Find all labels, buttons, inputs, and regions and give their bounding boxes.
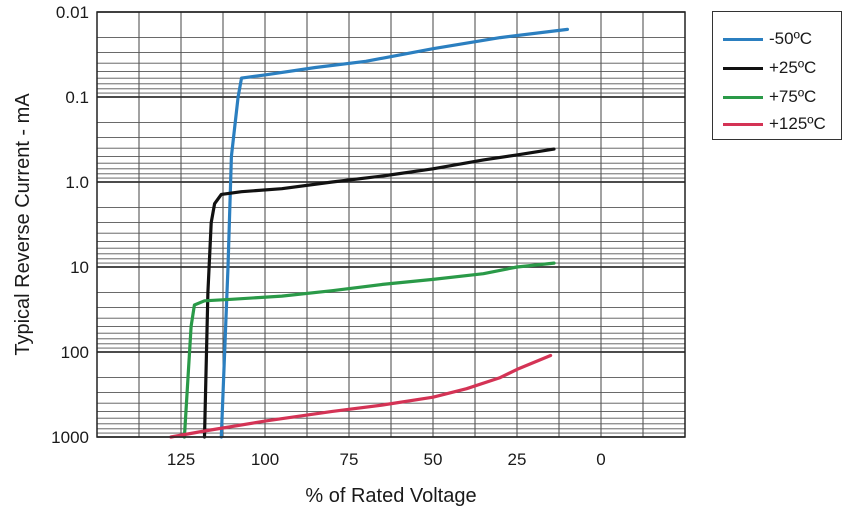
legend-swatch bbox=[723, 38, 763, 41]
x-tick-label: 0 bbox=[596, 450, 605, 469]
x-tick-label: 25 bbox=[508, 450, 527, 469]
x-tick-label: 100 bbox=[251, 450, 279, 469]
legend-label: +75ºC bbox=[769, 87, 817, 106]
y-tick-label: 0.1 bbox=[65, 88, 89, 107]
x-axis-label: % of Rated Voltage bbox=[305, 485, 476, 507]
legend: -50ºC +25ºC +75ºC +125ºC bbox=[712, 11, 842, 140]
legend-item: +25ºC bbox=[713, 57, 841, 79]
series-lines bbox=[169, 27, 569, 439]
grid bbox=[96, 11, 686, 438]
y-tick-label: 1.0 bbox=[65, 173, 89, 192]
legend-label: +25ºC bbox=[769, 58, 817, 77]
legend-label: +125ºC bbox=[769, 114, 826, 133]
series-line-1 bbox=[202, 147, 556, 439]
y-tick-label: 10 bbox=[70, 258, 89, 277]
series-line-2 bbox=[182, 261, 556, 439]
y-axis-label: Typical Reverse Current - mA bbox=[12, 93, 34, 356]
y-tick-labels: 0.01 0.1 1.0 10 100 1000 bbox=[51, 3, 89, 447]
x-tick-label: 50 bbox=[424, 450, 443, 469]
x-tick-labels: 125 100 75 50 25 0 bbox=[167, 450, 606, 469]
legend-item: +75ºC bbox=[713, 86, 841, 108]
x-tick-label: 125 bbox=[167, 450, 195, 469]
y-tick-label: 100 bbox=[61, 343, 89, 362]
legend-item: -50ºC bbox=[713, 28, 841, 50]
legend-item: +125ºC bbox=[713, 113, 841, 135]
legend-swatch bbox=[723, 96, 763, 99]
x-tick-label: 75 bbox=[340, 450, 359, 469]
y-tick-label: 1000 bbox=[51, 428, 89, 447]
legend-swatch bbox=[723, 67, 763, 70]
legend-label: -50ºC bbox=[769, 29, 813, 48]
series-line-3 bbox=[169, 353, 553, 439]
y-tick-label: 0.01 bbox=[56, 3, 89, 22]
legend-swatch bbox=[723, 123, 763, 126]
plot-frame bbox=[96, 11, 686, 438]
